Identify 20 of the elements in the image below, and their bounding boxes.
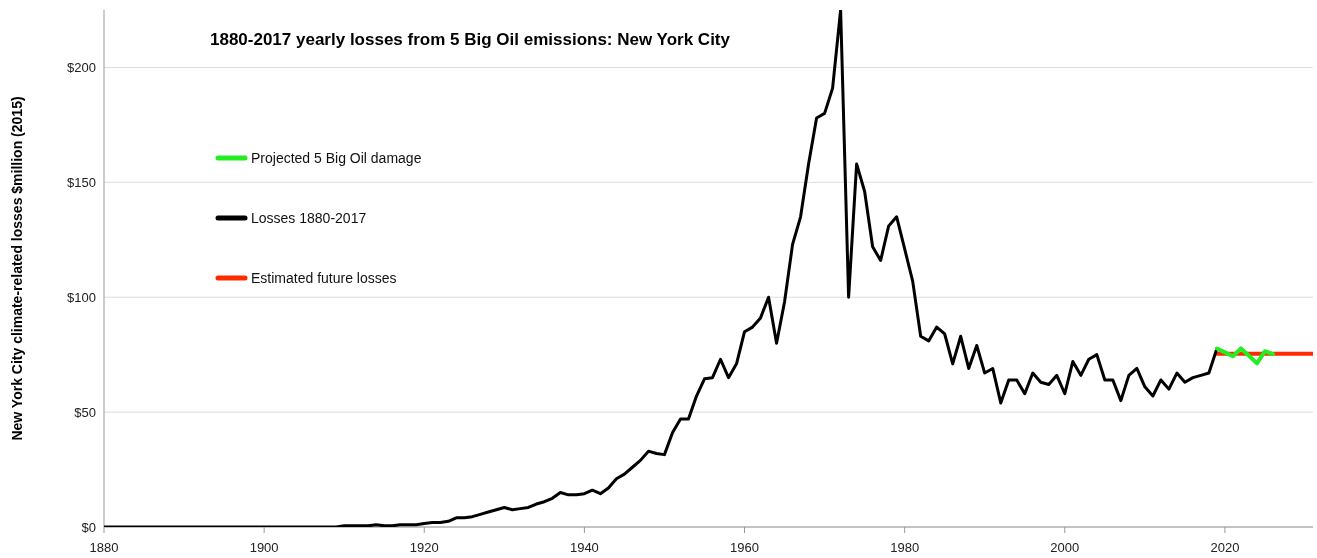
legend-label: Losses 1880-2017 [251,210,367,226]
text: 1880-2017 yearly losses from 5 Big Oil emissions: New York City [209,30,731,49]
line-series [104,10,1219,527]
y-tick-label: $50 [74,405,96,421]
x-tick-label: 1900 [249,540,279,555]
y-axis-title: New York City climate-related losses $million (2015) [9,96,25,441]
y-tick-label: $0 [81,520,96,535]
legend-label: Estimated future losses [251,270,397,286]
x-tick-label: 1880 [89,540,119,555]
x-tick-label: 2000 [1050,540,1080,555]
legend-label: Projected 5 Big Oil damage [251,150,422,166]
x-tick-label: 2020 [1210,540,1240,555]
y-tick-label: $150 [67,175,96,191]
line-series [1214,346,1275,366]
x-tick-label: 1940 [569,540,599,555]
y-tick-label: $100 [67,290,96,306]
x-tick-label: 1980 [890,540,920,555]
y-tick-label: $200 [67,60,96,76]
x-tick-label: 1920 [409,540,439,555]
x-tick-label: 1960 [730,540,759,555]
